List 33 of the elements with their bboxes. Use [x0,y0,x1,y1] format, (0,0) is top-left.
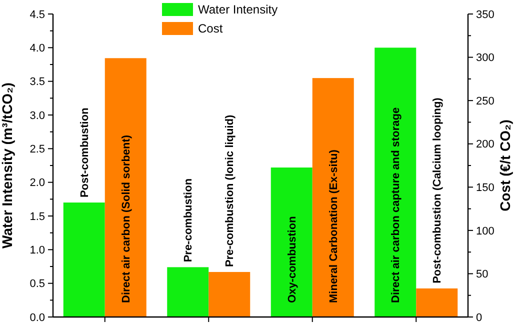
y2-tick-label: 100 [476,225,494,238]
y-tick-label: 2.0 [30,177,45,190]
y2-tick-label: 0 [476,312,482,324]
data-label: Post-combustion [78,107,91,198]
y2-tick-label: 50 [476,268,488,281]
bar [374,48,416,317]
y2-tick-label: 150 [476,182,494,194]
y2-tick-label: 200 [476,138,494,151]
data-label: Oxy-combustion [286,216,298,303]
bar [416,288,458,317]
y2-tick-label: 350 [476,8,494,21]
y-tick-label: 3.5 [30,76,45,88]
y-tick-label: 1.5 [30,210,45,223]
y-tick-label: 1.0 [30,244,45,257]
y-tick-label: 0.0 [30,312,45,324]
y-tick-label: 3.0 [30,110,45,122]
legend-label: Cost [198,22,224,36]
data-label: Mineral Carbonation (Ex-situ) [328,149,340,303]
legend-label: Water Intensity [198,2,278,17]
data-label: Direct air carbon (Solid sorbent) [120,134,132,303]
data-label: Pre-combustion (Ionic liquid) [224,114,236,267]
y2-tick-label: 300 [476,52,494,64]
y-tick-label: 2.5 [30,144,45,156]
y-tick-label: 0.5 [30,278,45,290]
y-axis-title: Water Intensity (m³/tCO₂) [0,82,15,248]
y-tick-label: 4.5 [30,8,45,21]
data-label: Pre-combustion [182,178,195,262]
data-label: Post-combustion (Calcium looping) [432,97,444,284]
data-label: Direct air carbon capture and storage [390,107,402,303]
y2-tick-label: 250 [476,95,494,108]
y-tick-label: 4.0 [30,42,45,55]
y2-axis-title: Cost (€/t CO₂) [497,120,513,212]
bar [104,58,146,317]
